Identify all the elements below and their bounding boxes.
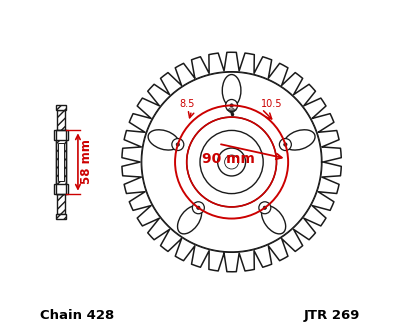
Text: 8.5: 8.5 [179,99,194,109]
Bar [54,130,68,140]
Circle shape [197,206,200,209]
Bar [56,130,66,194]
Ellipse shape [262,206,286,234]
Bar [57,110,65,130]
Ellipse shape [222,74,241,107]
Circle shape [172,139,184,151]
Circle shape [218,148,246,176]
Ellipse shape [178,206,202,234]
Bar [57,194,65,214]
Ellipse shape [284,130,315,150]
Circle shape [187,117,276,207]
Circle shape [279,139,291,151]
Circle shape [226,100,238,112]
Circle shape [230,104,233,107]
Bar [54,184,68,194]
Bar [56,105,66,110]
Bar [54,184,68,194]
Circle shape [176,143,180,146]
Ellipse shape [148,130,179,150]
Text: 58 mm: 58 mm [80,140,93,184]
Bar [54,130,68,140]
Circle shape [263,206,266,209]
Bar [58,143,64,181]
Text: 90 mm: 90 mm [202,152,255,166]
Bar [56,130,66,194]
Bar [56,105,66,110]
Circle shape [192,202,204,214]
Circle shape [200,130,263,194]
Text: JTR 269: JTR 269 [303,309,360,322]
Bar [56,214,66,219]
Bar [56,214,66,219]
Circle shape [225,155,238,169]
Bar [56,130,66,194]
Text: Chain 428: Chain 428 [40,309,114,322]
Bar [57,110,65,130]
Circle shape [259,202,271,214]
Bar [57,194,65,214]
Text: 10.5: 10.5 [261,99,282,109]
Circle shape [284,143,287,146]
